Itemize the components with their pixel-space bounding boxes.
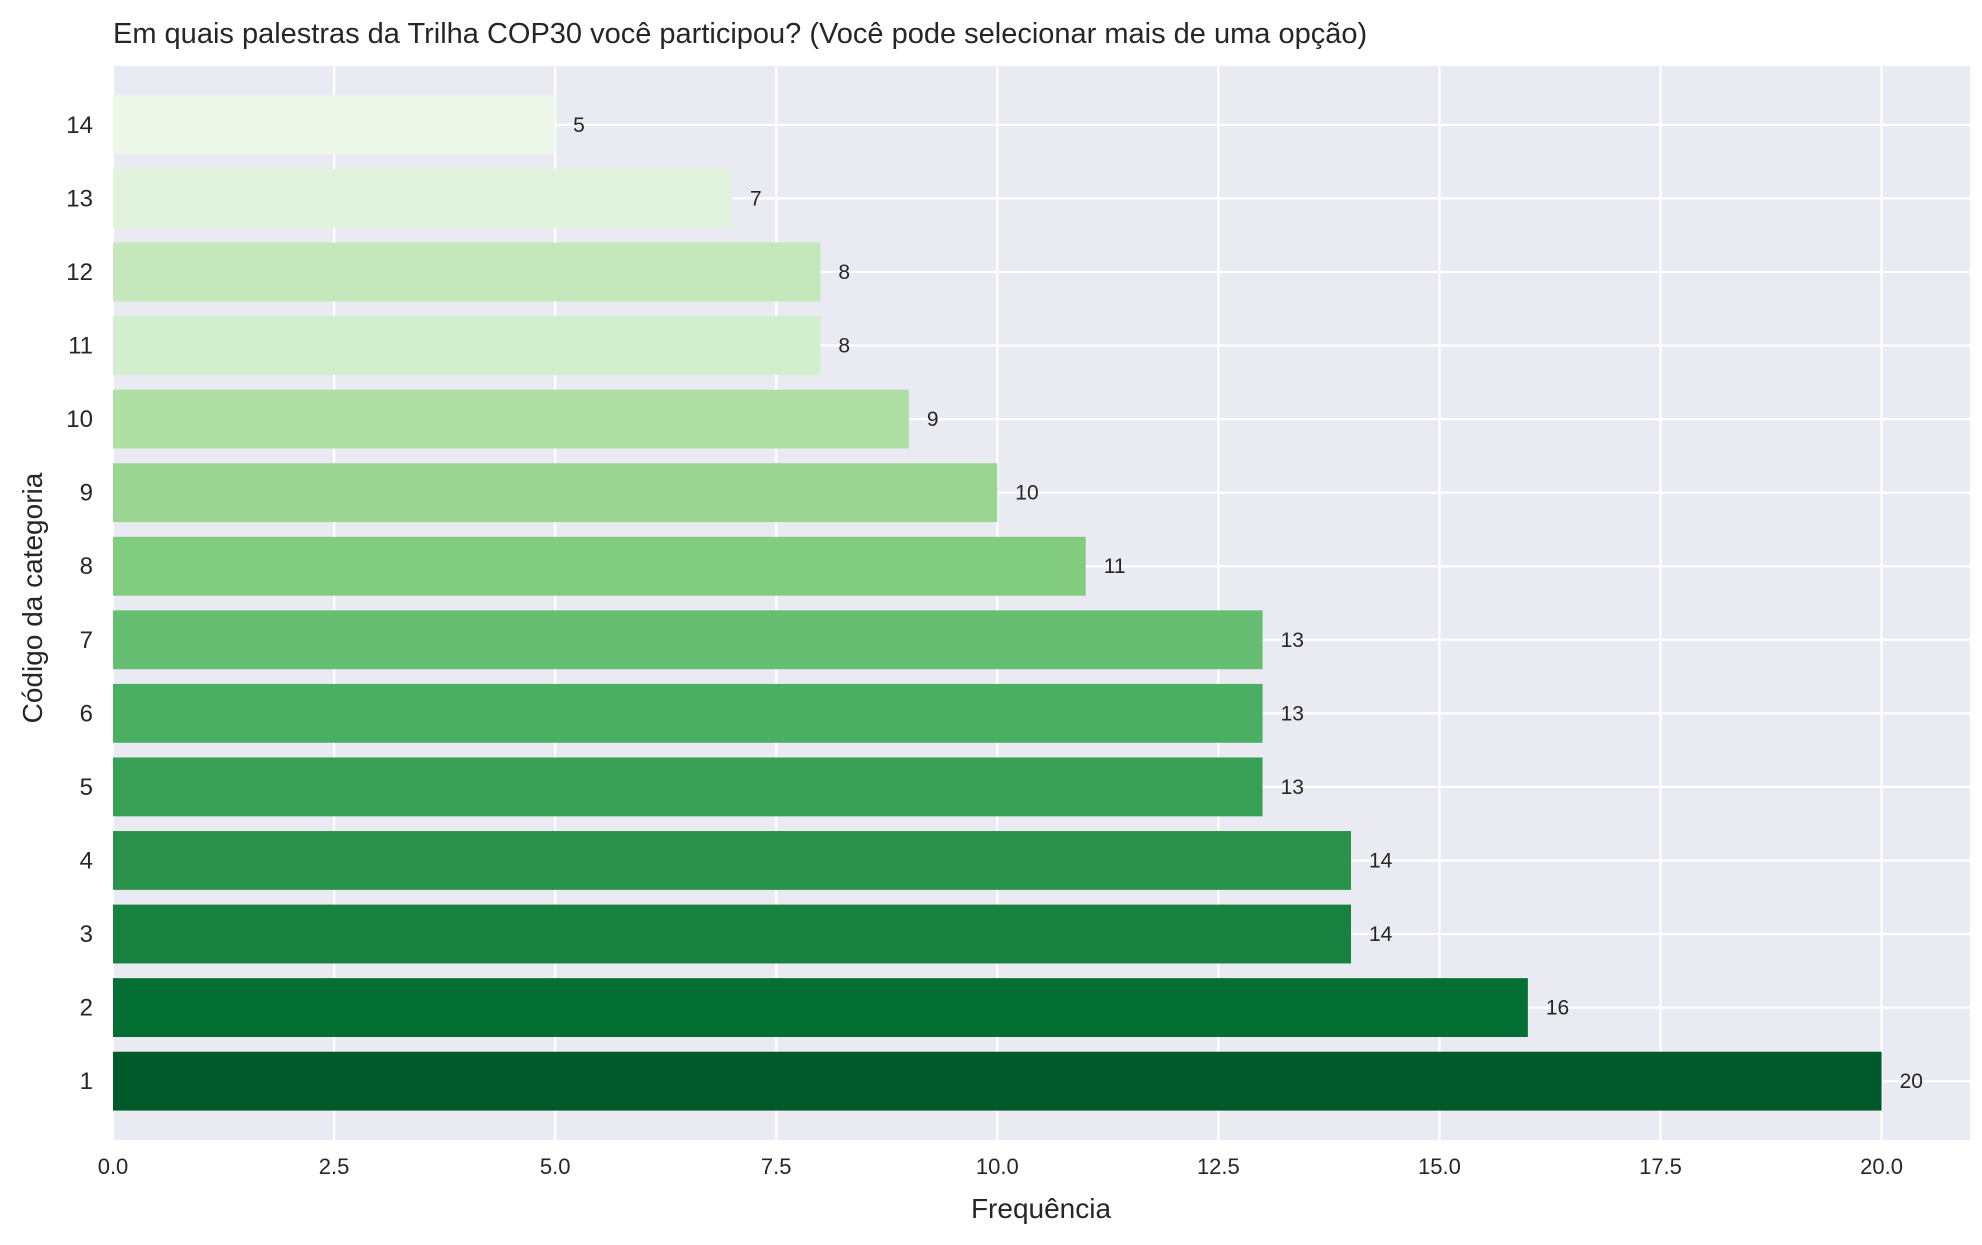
y-tick-label: 4 <box>80 847 93 874</box>
bar-value-label: 13 <box>1281 629 1304 652</box>
x-tick-label: 17.5 <box>1639 1154 1682 1179</box>
bar <box>113 95 556 155</box>
y-tick-label: 2 <box>80 995 93 1022</box>
bar <box>113 610 1263 670</box>
bar-value-label: 11 <box>1104 555 1126 578</box>
bar <box>113 168 732 228</box>
x-tick-label: 15.0 <box>1418 1154 1461 1179</box>
bar <box>113 978 1528 1038</box>
y-tick-label: 3 <box>80 921 93 948</box>
y-tick-label: 13 <box>66 185 93 212</box>
bar-value-label: 13 <box>1281 702 1304 725</box>
bar-value-label: 8 <box>838 261 850 284</box>
bar-value-label: 14 <box>1369 849 1393 872</box>
x-tick-label: 10.0 <box>976 1154 1019 1179</box>
bar-value-label: 20 <box>1900 1070 1923 1093</box>
y-tick-label: 14 <box>66 112 93 139</box>
x-tick-label: 0.0 <box>98 1154 129 1179</box>
bar-value-label: 8 <box>838 335 850 358</box>
x-tick-label: 20.0 <box>1860 1154 1903 1179</box>
bar <box>113 831 1351 890</box>
bar-value-label: 13 <box>1281 776 1304 799</box>
bar-value-label: 14 <box>1369 923 1393 946</box>
bars <box>113 95 1882 1111</box>
bar <box>113 683 1263 743</box>
y-tick-label: 10 <box>66 406 93 433</box>
bar <box>113 536 1086 596</box>
x-tick-label: 2.5 <box>319 1154 350 1179</box>
y-tick-label: 7 <box>80 627 93 654</box>
y-axis-label: Código da categoria <box>17 472 48 723</box>
chart-title: Em quais palestras da Trilha COP30 você … <box>113 18 1367 50</box>
bar-value-label: 16 <box>1546 997 1569 1020</box>
bar <box>113 389 909 449</box>
y-tick-label: 9 <box>80 480 93 507</box>
x-tick-label: 7.5 <box>761 1154 792 1179</box>
bar <box>113 757 1263 817</box>
bar <box>113 463 998 523</box>
x-tick-labels: 0.0 2.5 5.0 7.5 10.0 12.5 15.0 17.5 20.0 <box>98 1154 1903 1179</box>
x-tick-label: 12.5 <box>1197 1154 1240 1179</box>
bar-value-labels: 20 16 14 14 13 13 13 11 10 9 8 8 7 5 <box>573 114 1923 1093</box>
y-tick-label: 5 <box>80 774 93 801</box>
bar-value-label: 7 <box>750 187 762 210</box>
bar <box>113 1051 1882 1111</box>
bar-value-label: 9 <box>927 408 939 431</box>
y-tick-label: 11 <box>68 333 93 360</box>
bar <box>113 316 821 375</box>
y-tick-label: 8 <box>80 553 93 580</box>
y-tick-label: 1 <box>80 1068 93 1095</box>
x-axis-label: Frequência <box>971 1193 1112 1224</box>
bar-value-label: 10 <box>1015 482 1038 505</box>
y-tick-label: 12 <box>66 259 93 286</box>
bar-value-label: 5 <box>573 114 585 137</box>
bar <box>113 242 821 302</box>
x-tick-label: 5.0 <box>540 1154 571 1179</box>
y-tick-label: 6 <box>80 700 93 727</box>
bar <box>113 904 1351 964</box>
